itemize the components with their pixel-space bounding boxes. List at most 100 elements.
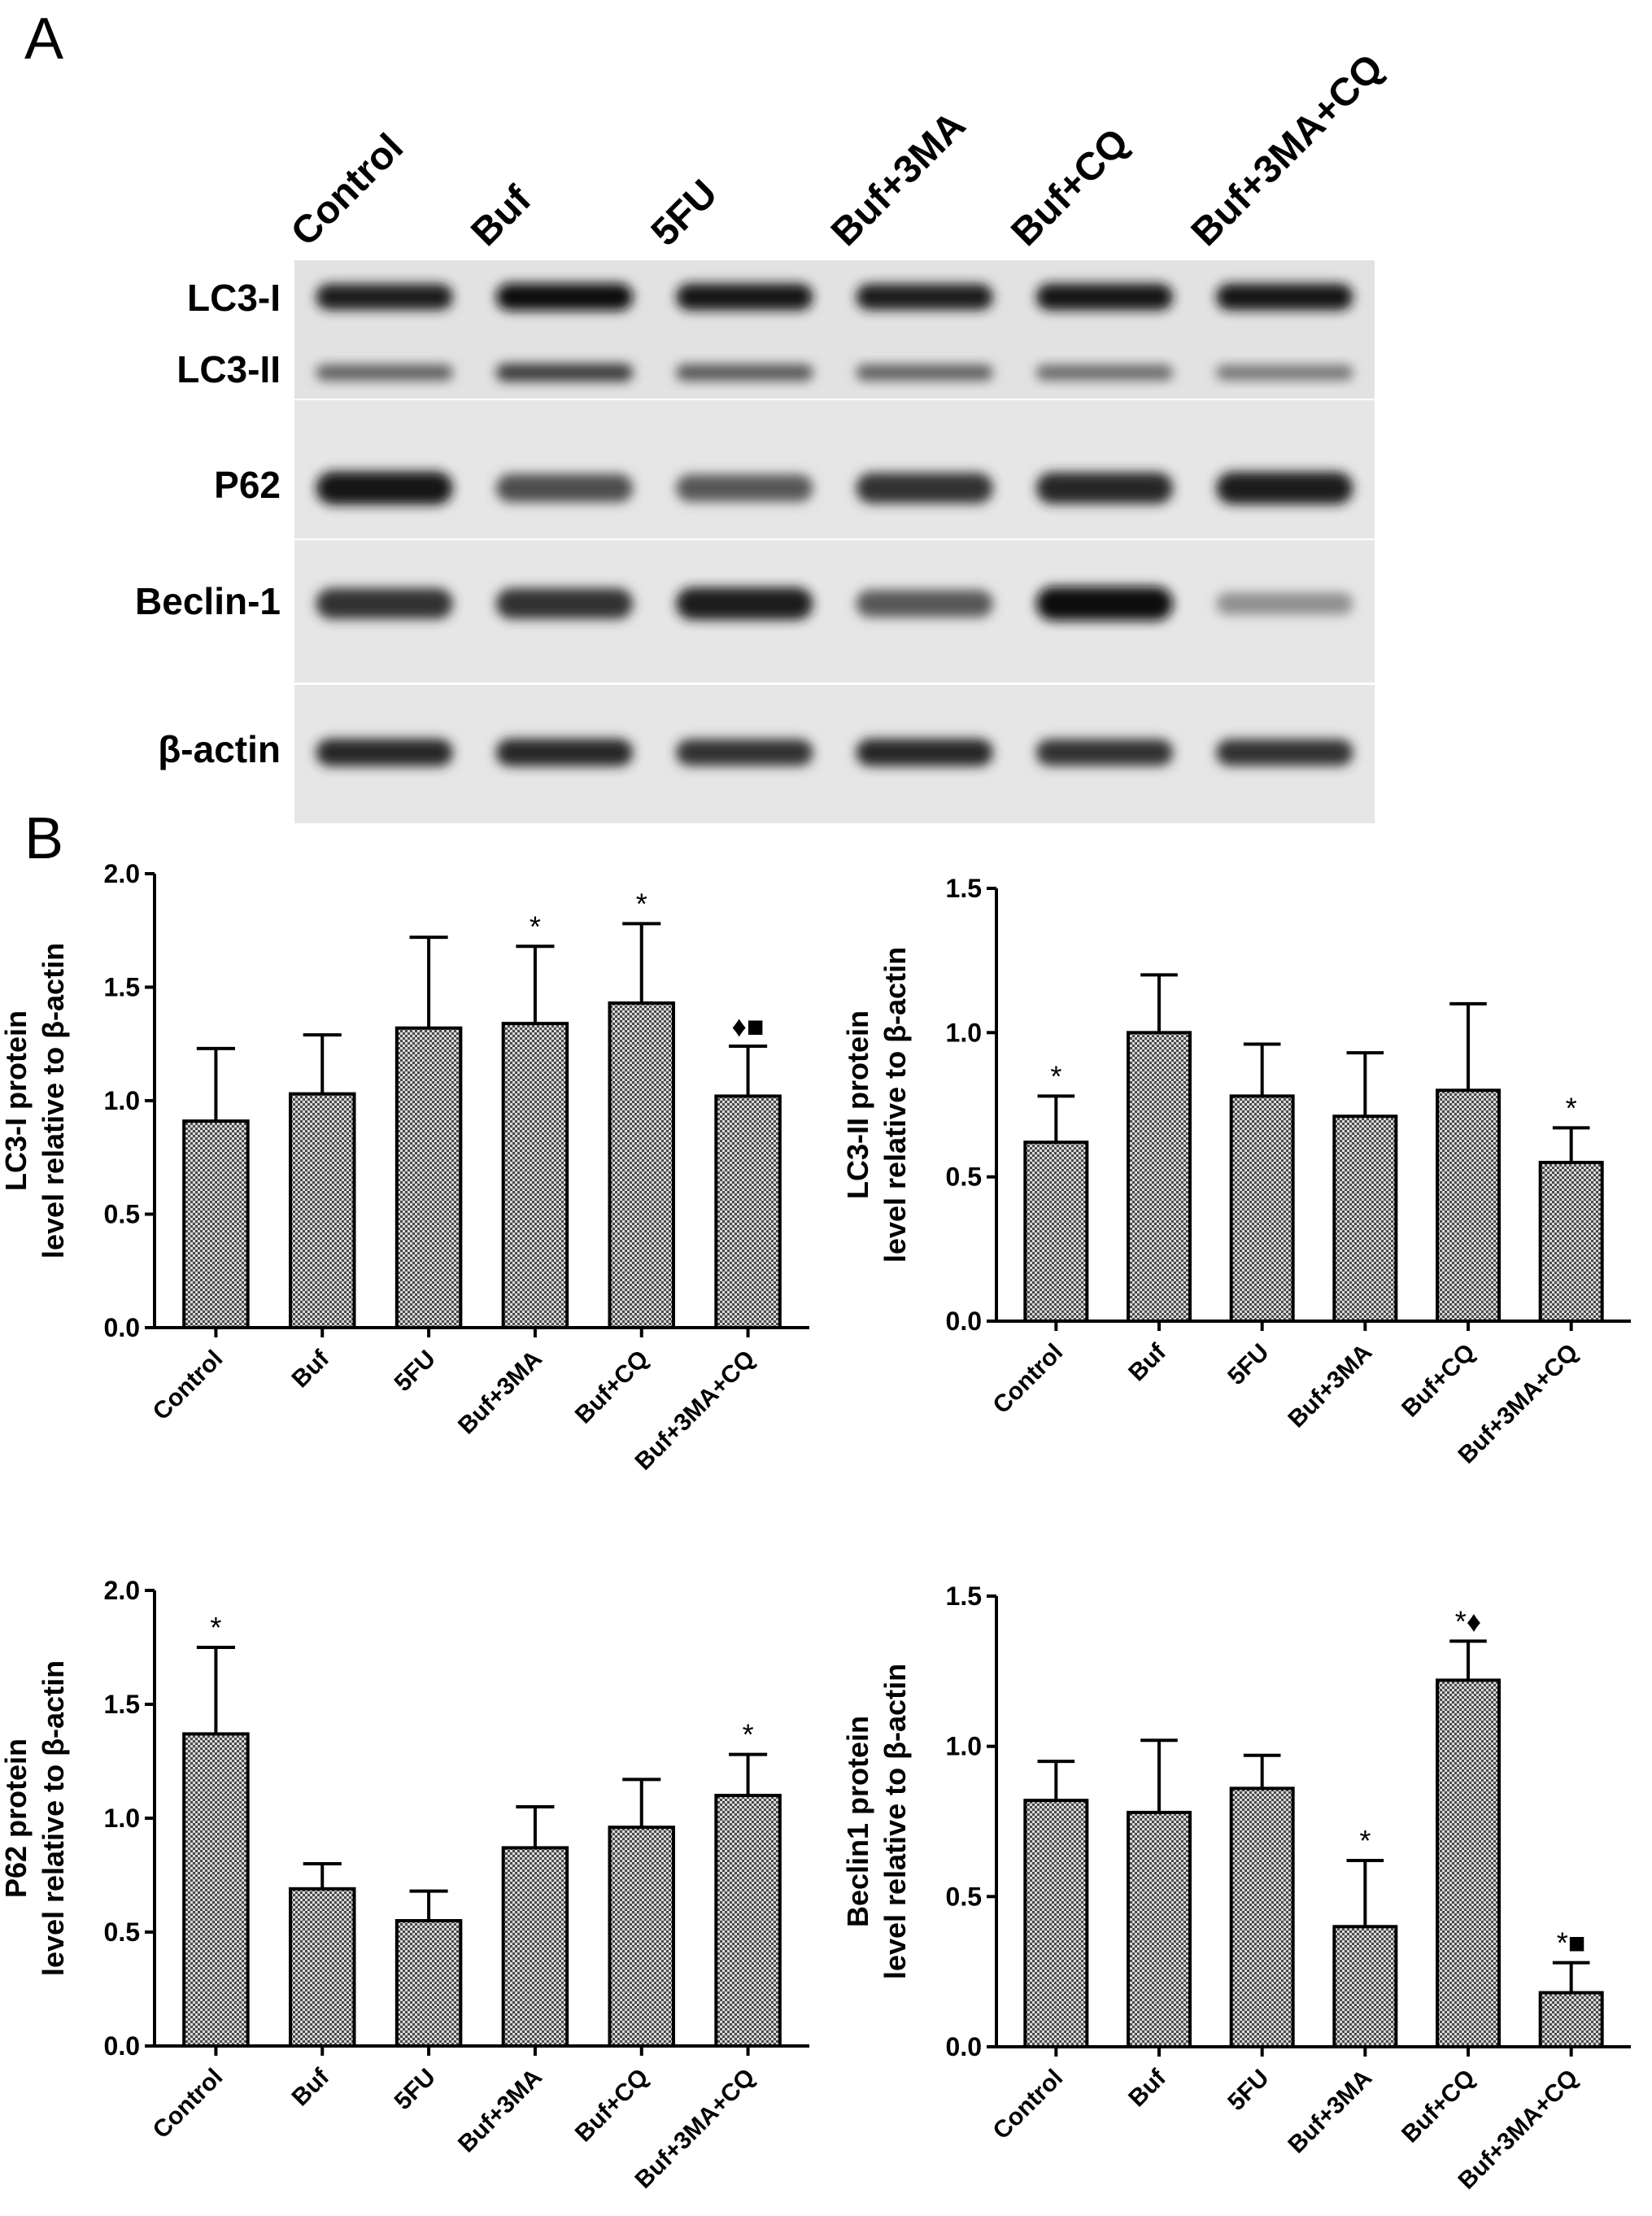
bar-chart: 0.0 0.5 1.0 1.5 LC3-II protein level relative… (841, 874, 1631, 1469)
x-tick-label: Control (988, 2065, 1069, 2145)
bar (501, 1022, 569, 1329)
blot-band (316, 364, 453, 381)
blot-band (676, 474, 813, 502)
blot-band-label: LC3-II (177, 348, 281, 390)
blot-lane-label: Buf+3MA+CQ (1183, 46, 1392, 255)
y-tick-label: 1.5 (946, 1581, 982, 1611)
blot-band (316, 284, 453, 310)
y-tick-label: 0.5 (946, 1163, 982, 1192)
y-tick-label: 0.0 (104, 1313, 140, 1342)
x-tick-label: Buf+3MA (453, 1346, 547, 1440)
significance-marker: * (1566, 1091, 1577, 1124)
blot-band (495, 473, 634, 503)
blot-lane-label: Buf+CQ (1003, 120, 1137, 255)
significance-marker: * (636, 887, 647, 920)
x-tick-label: Buf (287, 1345, 335, 1393)
bar (1332, 1115, 1398, 1323)
blot-band-label: LC3-I (187, 277, 281, 319)
y-tick-label: 0.0 (946, 1306, 982, 1336)
blot-strip (294, 400, 1375, 539)
bar-chart: 0.0 0.5 1.0 1.5 Beclin1 protein level relativ… (841, 1581, 1631, 2195)
blot-band (856, 473, 993, 504)
blot-band (316, 588, 453, 619)
y-tick-label: 0.0 (946, 2032, 982, 2061)
x-tick-label: Buf+CQ (570, 2064, 654, 2148)
blot-band (1035, 472, 1174, 504)
blot-band (1035, 739, 1174, 766)
y-tick-label: 1.0 (104, 1804, 140, 1833)
blot-band (856, 739, 993, 766)
blot-band (495, 283, 634, 311)
y-tick-label: 0.0 (104, 2031, 140, 2061)
blot-band-label: P62 (214, 464, 281, 506)
x-tick-label: Buf+3MA (1283, 1339, 1377, 1433)
blot-band (316, 471, 453, 505)
blot-strip (294, 540, 1375, 683)
y-tick-label: 1.0 (104, 1086, 140, 1115)
bar (182, 1732, 250, 2048)
significance-marker: * (530, 910, 541, 943)
y-axis-label: level relative to β-actin (37, 1660, 70, 1976)
bar (1538, 1160, 1604, 1324)
x-tick-label: Buf+CQ (1397, 1339, 1480, 1423)
blot-band (495, 739, 634, 766)
blot-lane-label: Control (283, 126, 412, 255)
blot-band (856, 364, 993, 381)
bar (608, 1826, 675, 2048)
blot-band (676, 587, 813, 620)
blot-band (495, 588, 634, 619)
bar (394, 1919, 463, 2048)
bar (1127, 1810, 1192, 2048)
y-tick-label: 1.5 (104, 1690, 140, 1719)
blot-band (1216, 283, 1353, 311)
y-tick-label: 1.5 (946, 874, 982, 903)
blot-band (1216, 364, 1353, 381)
bar (608, 1001, 675, 1330)
panel-label-b: B (24, 806, 63, 871)
bar (714, 1794, 782, 2048)
blot-lane-label: 5FU (643, 172, 726, 255)
blot-band (1035, 283, 1174, 311)
x-tick-label: Buf+3MA (1283, 2065, 1377, 2159)
blot-band (1035, 364, 1174, 381)
blot-band-label: β-actin (158, 728, 281, 770)
y-tick-label: 1.5 (104, 973, 140, 1002)
x-tick-label: Control (988, 1339, 1069, 1420)
blot-band (856, 284, 993, 310)
bar (394, 1026, 463, 1329)
significance-marker: *♦ (1455, 1604, 1481, 1638)
x-tick-label: Buf (287, 2063, 335, 2111)
bar (289, 1092, 356, 1329)
significance-marker: * (1359, 1824, 1371, 1857)
bar (1127, 1031, 1192, 1324)
x-tick-label: Control (148, 2064, 229, 2144)
y-tick-label: 1.0 (946, 1018, 982, 1047)
blot-band-label: Beclin-1 (135, 580, 281, 622)
y-axis-label: level relative to β-actin (878, 947, 912, 1263)
x-tick-label: Control (148, 1346, 229, 1426)
bar (1023, 1799, 1089, 2049)
bar-chart: 0.0 0.5 1.0 1.5 2.0 LC3-I protein level relati… (0, 859, 809, 1476)
x-tick-label: Buf (1123, 1338, 1171, 1386)
blot-strip (294, 260, 1375, 399)
blot-band (316, 739, 453, 766)
blot-band (495, 363, 634, 382)
significance-marker: *■ (1557, 1926, 1586, 1960)
bar (289, 1887, 356, 2048)
x-tick-label: 5FU (390, 2064, 441, 2115)
y-tick-label: 1.0 (946, 1732, 982, 1761)
blot-band (676, 283, 813, 311)
y-axis-label: P62 protein (0, 1738, 33, 1898)
blot-band (1216, 472, 1353, 504)
y-axis-label: LC3-II protein (841, 1010, 874, 1199)
blot-band (1216, 592, 1353, 615)
y-tick-label: 2.0 (104, 859, 140, 888)
x-tick-label: Buf+CQ (1397, 2065, 1480, 2148)
bar (1229, 1786, 1295, 2048)
y-tick-label: 2.0 (104, 1576, 140, 1605)
significance-marker: * (743, 1718, 754, 1751)
bar (1332, 1925, 1398, 2048)
bar (501, 1846, 569, 2048)
